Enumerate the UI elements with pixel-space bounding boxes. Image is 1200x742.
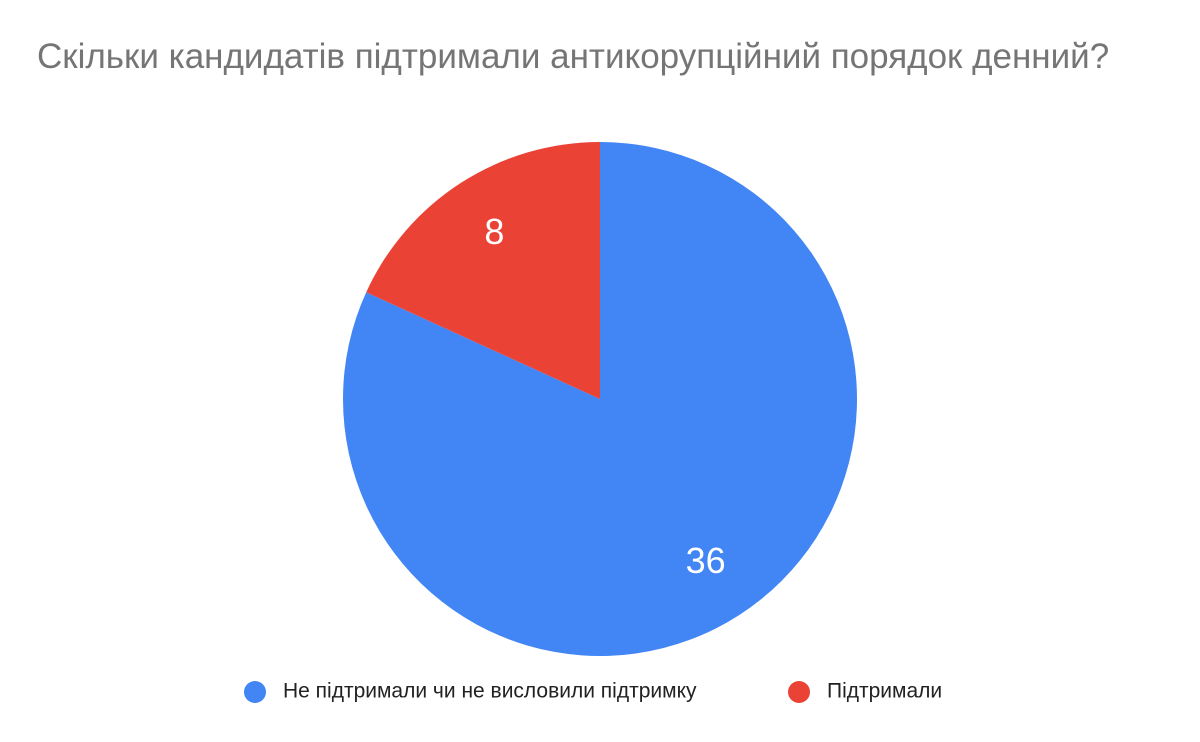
- legend-label: Підтримали: [827, 680, 942, 703]
- pie-slice: [366, 141, 600, 399]
- legend-marker: [788, 681, 810, 703]
- data-label: 36: [686, 540, 726, 581]
- legend-marker: [244, 681, 266, 703]
- legend-label: Не підтримали чи не висловили підтримку: [283, 680, 697, 703]
- chart-title: Скільки кандидатів підтримали антикорупц…: [37, 37, 1110, 76]
- pie-slice: [343, 142, 858, 656]
- data-label: 8: [484, 211, 504, 252]
